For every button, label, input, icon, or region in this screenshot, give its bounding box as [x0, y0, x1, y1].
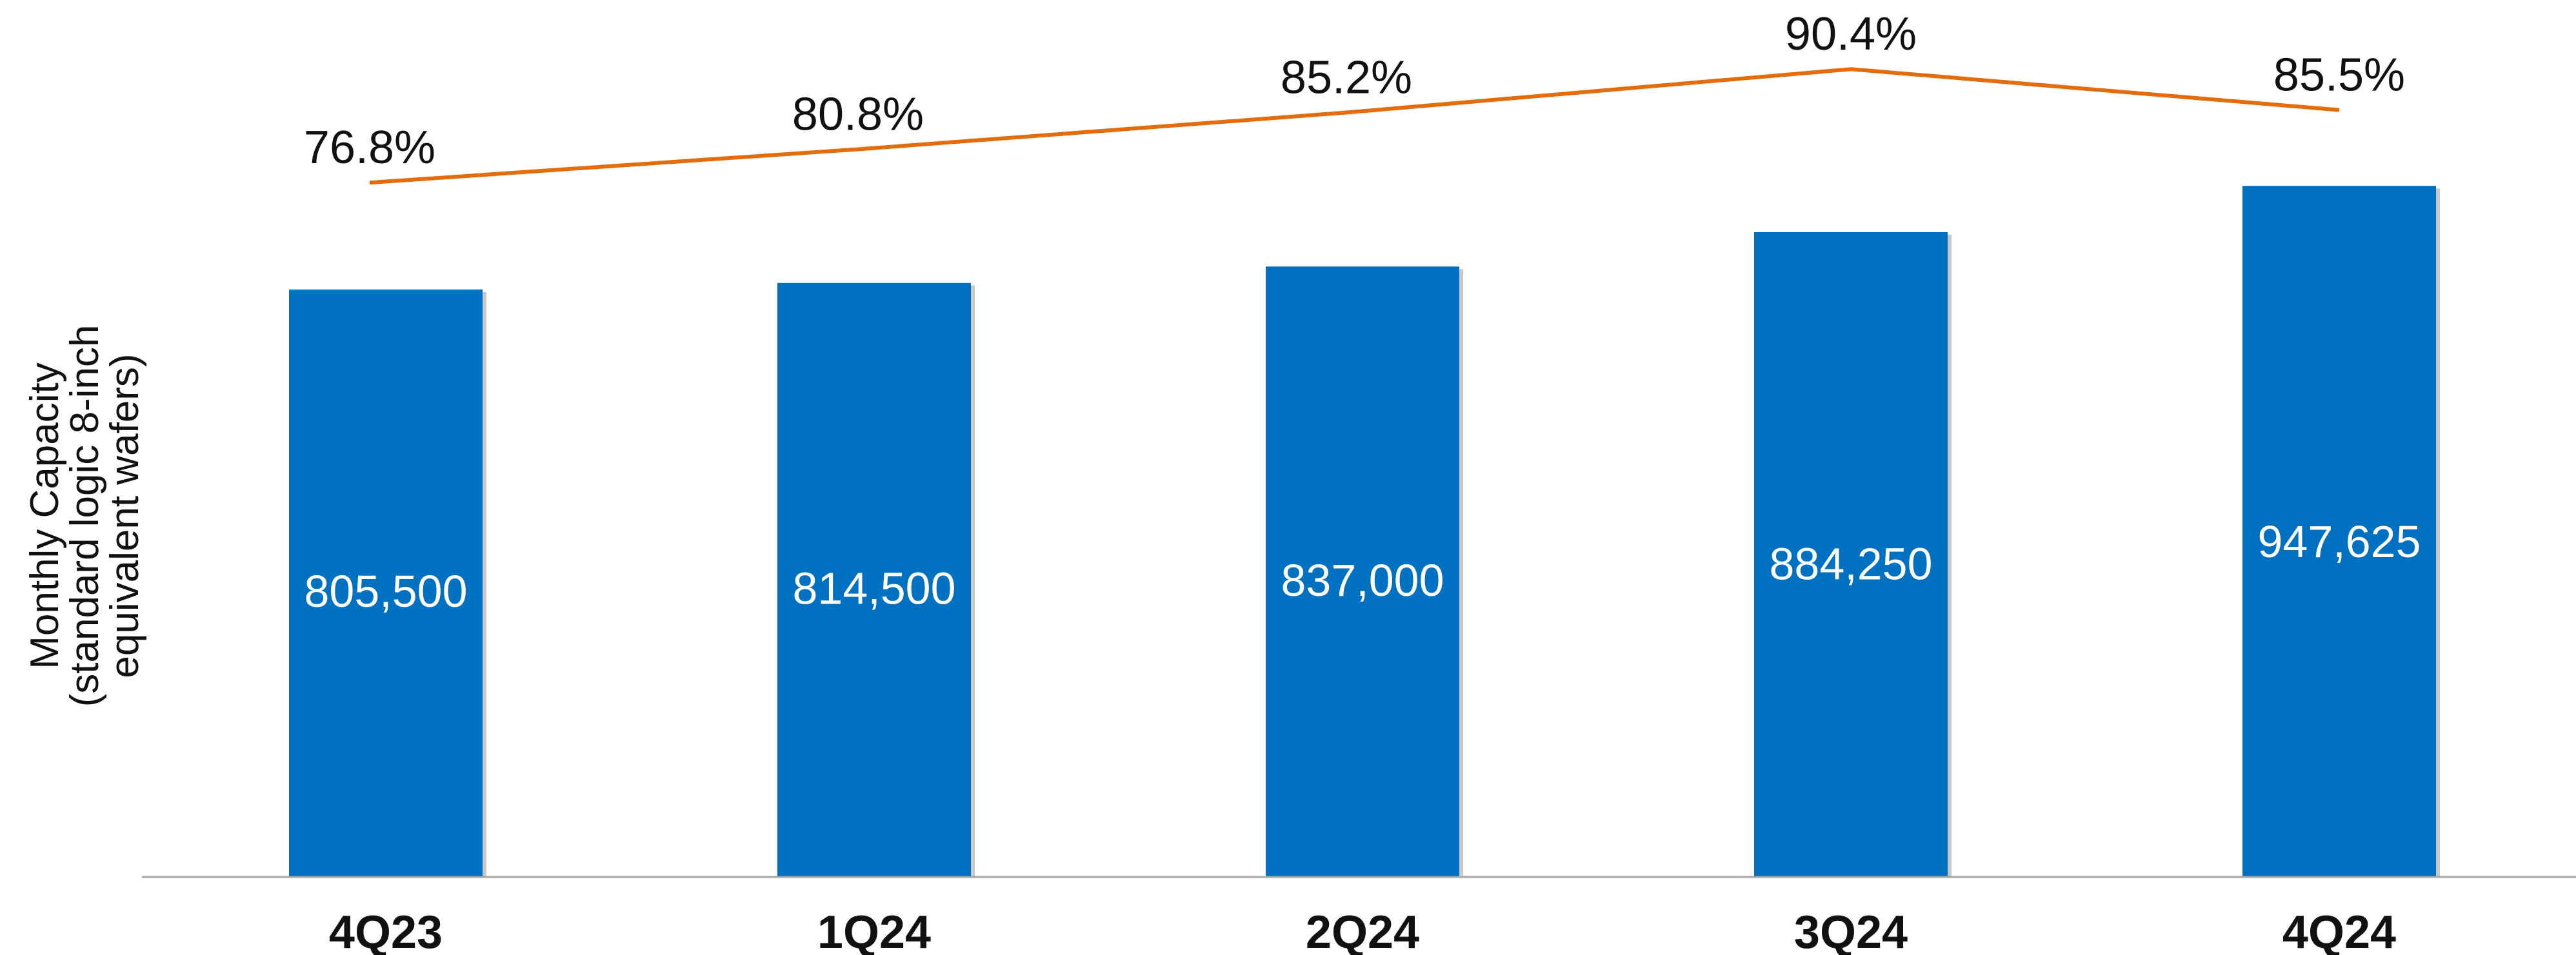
y-axis-label: Monthly Capacity(standard logic 8-incheq… — [23, 325, 147, 707]
bar-value-label: 947,625 — [2257, 517, 2421, 567]
y-axis-title-line: equivalent wafers) — [103, 353, 147, 678]
bar-3Q24 — [1754, 231, 1948, 878]
bar-4Q24 — [2242, 186, 2436, 878]
category-label: 2Q24 — [1306, 907, 1419, 955]
bar-value-label: 805,500 — [304, 566, 467, 616]
bar-2Q24 — [1266, 266, 1459, 877]
rate-value-label: 90.4% — [1785, 8, 1917, 60]
category-label: 4Q23 — [329, 907, 443, 955]
bar-value-label: 837,000 — [1281, 555, 1444, 605]
y-axis-title-line: Monthly Capacity — [23, 362, 67, 669]
category-label: 1Q24 — [817, 907, 931, 955]
category-label: 3Q24 — [1794, 907, 1908, 955]
rate-value-label: 85.2% — [1281, 52, 1412, 104]
rate-line-series: 76.8% 80.8% 85.2% 90.4% 85.5% — [304, 8, 2405, 185]
y-axis-title-line: (standard logic 8-inch — [63, 325, 107, 707]
rate-line — [369, 67, 2340, 185]
rate-value-label: 80.8% — [792, 88, 924, 140]
rate-value-label: 85.5% — [2273, 50, 2405, 101]
bar-value-label: 884,250 — [1769, 538, 1932, 589]
category-label: 4Q24 — [2282, 907, 2396, 955]
y-axis-title: Monthly Capacity(standard logic 8-incheq… — [23, 325, 147, 707]
x-axis-tick-labels: 4Q23 1Q24 2Q24 3Q24 4Q24 — [329, 907, 2396, 955]
bar-series: 805,500 814,500 837,000 884,250 947,625 — [289, 186, 2440, 878]
bar-value-label: 814,500 — [792, 563, 955, 613]
rate-value-label: 76.8% — [304, 122, 435, 173]
bar-1Q24 — [777, 282, 971, 877]
bar-4Q23 — [289, 289, 483, 877]
